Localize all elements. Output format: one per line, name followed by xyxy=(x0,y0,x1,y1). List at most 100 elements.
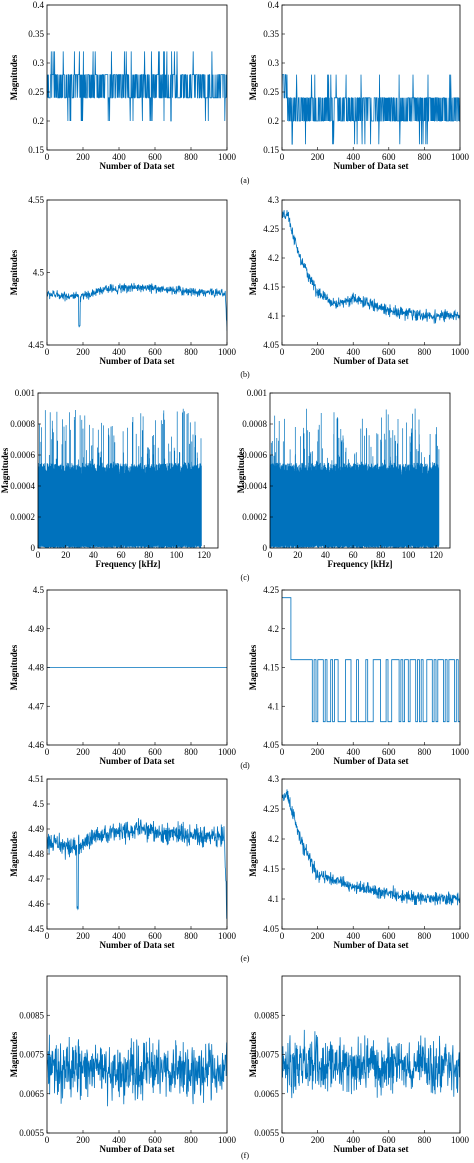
chart-f-left: 0 200 400 600 800 1000 0.0055 0.0065 0.0075 0.008… xyxy=(9,975,249,1160)
x-tick-label: 200 xyxy=(311,152,325,162)
series-line xyxy=(282,789,460,906)
x-tick-label: 400 xyxy=(112,1135,126,1145)
y-tick-label: 0.001 xyxy=(15,388,35,398)
y-tick-label: 0.0004 xyxy=(10,481,35,491)
x-tick-label: 80 xyxy=(376,550,386,560)
x-tick-label: 120 xyxy=(429,550,443,560)
x-tick-label: 1000 xyxy=(451,1135,470,1145)
y-axis-label: Magnitudes xyxy=(248,1031,258,1077)
chart-d-left: 0 200 400 600 800 1000 4.46 4.47 4.48 4.49 4.5 Numb… xyxy=(9,585,250,770)
axes-box xyxy=(37,392,219,549)
y-tick-label: 0.2 xyxy=(268,116,279,126)
x-tick-label: 400 xyxy=(112,152,126,162)
y-tick-label: 0.0065 xyxy=(254,1089,279,1099)
y-tick-label: 0.0008 xyxy=(10,419,35,429)
x-tick-label: 800 xyxy=(418,1135,432,1145)
x-tick-label: 800 xyxy=(418,931,432,941)
x-tick-label: 400 xyxy=(346,1135,360,1145)
y-axis-label: Magnitudes xyxy=(236,447,246,493)
x-tick-label: 800 xyxy=(184,347,198,357)
chart-f-right: 0 200 400 600 800 1000 0.0055 0.0065 0.0075 0.008… xyxy=(248,975,470,1154)
x-tick-label: 200 xyxy=(311,747,325,757)
y-tick-label: 0.0075 xyxy=(19,1050,44,1060)
x-tick-label: 100 xyxy=(170,550,184,560)
panel-label: (d) xyxy=(240,761,250,770)
x-tick-label: 0 xyxy=(36,550,41,560)
x-tick-label: 800 xyxy=(418,152,432,162)
series-line xyxy=(47,282,227,331)
x-tick-label: 60 xyxy=(349,550,359,560)
x-tick-label: 400 xyxy=(346,747,360,757)
series-line xyxy=(47,1034,227,1107)
axes-box xyxy=(281,4,461,151)
x-tick-label: 600 xyxy=(382,347,396,357)
y-tick-label: 0.15 xyxy=(263,145,279,155)
y-tick-label: 0.0085 xyxy=(254,1010,279,1020)
x-axis-label: Number of Data set xyxy=(333,161,408,171)
x-tick-label: 600 xyxy=(148,931,162,941)
y-tick-label: 4.3 xyxy=(268,774,280,784)
y-tick-label: 0.25 xyxy=(263,87,279,97)
x-axis-label: Number of Data set xyxy=(333,1144,408,1154)
chart-a-left: 0 200 400 600 800 1000 0.15 0.2 0.25 0.3 0.35 0.4 Nu… xyxy=(9,0,250,185)
panel-label: (a) xyxy=(241,176,250,185)
y-tick-label: 0.0075 xyxy=(254,1050,279,1060)
x-axis-label: Number of Data set xyxy=(99,756,174,766)
y-tick-label: 0 xyxy=(263,543,268,553)
x-tick-label: 0 xyxy=(280,152,285,162)
x-tick-label: 0 xyxy=(280,931,285,941)
x-tick-label: 1000 xyxy=(218,347,237,357)
x-tick-label: 200 xyxy=(311,347,325,357)
x-tick-label: 800 xyxy=(184,747,198,757)
x-tick-label: 0 xyxy=(268,550,273,560)
x-tick-label: 400 xyxy=(112,931,126,941)
y-tick-label: 0 xyxy=(31,543,36,553)
series-line xyxy=(282,597,460,723)
axes-box xyxy=(46,778,228,930)
axes-box xyxy=(46,199,228,346)
x-tick-label: 1000 xyxy=(218,152,237,162)
x-axis-label: Number of Data set xyxy=(99,161,174,171)
y-tick-label: 4.5 xyxy=(33,268,45,278)
x-tick-label: 0 xyxy=(280,347,285,357)
y-tick-label: 0.0004 xyxy=(242,481,267,491)
y-tick-label: 0.0055 xyxy=(19,1128,44,1138)
x-tick-label: 1000 xyxy=(451,152,470,162)
x-tick-label: 0 xyxy=(45,347,50,357)
x-tick-label: 0 xyxy=(45,152,50,162)
panel-label: (b) xyxy=(240,370,250,379)
y-tick-label: 4.05 xyxy=(263,740,279,750)
x-tick-label: 400 xyxy=(346,152,360,162)
x-tick-label: 1000 xyxy=(451,747,470,757)
x-tick-label: 600 xyxy=(382,931,396,941)
y-axis-label: Magnitudes xyxy=(9,1031,19,1077)
x-axis-label: Number of Data set xyxy=(333,940,408,950)
x-tick-label: 200 xyxy=(311,931,325,941)
series-line xyxy=(47,818,227,919)
y-tick-label: 0.15 xyxy=(28,145,44,155)
y-tick-label: 0.001 xyxy=(247,388,267,398)
series-line xyxy=(282,1029,460,1099)
y-tick-label: 4.05 xyxy=(263,340,279,350)
chart-a-right: 0 200 400 600 800 1000 0.15 0.2 0.25 0.3 0.35 0.4 Nu… xyxy=(248,0,470,171)
x-tick-label: 600 xyxy=(382,152,396,162)
x-tick-label: 100 xyxy=(402,550,416,560)
x-tick-label: 400 xyxy=(112,747,126,757)
y-tick-label: 0.4 xyxy=(268,0,280,10)
x-axis-label: Number of Data set xyxy=(99,1144,174,1154)
x-tick-label: 20 xyxy=(293,550,303,560)
y-tick-label: 4.2 xyxy=(268,624,279,634)
x-tick-label: 600 xyxy=(148,347,162,357)
x-tick-label: 1000 xyxy=(451,931,470,941)
y-tick-label: 4.25 xyxy=(263,585,279,595)
x-tick-label: 0 xyxy=(280,747,285,757)
y-axis-label: Magnitudes xyxy=(9,831,19,877)
x-tick-label: 200 xyxy=(76,347,90,357)
y-axis-label: Magnitudes xyxy=(0,447,10,493)
x-tick-label: 200 xyxy=(76,152,90,162)
y-tick-label: 0.0002 xyxy=(242,512,267,522)
axes-box xyxy=(46,4,228,151)
y-axis-label: Magnitudes xyxy=(248,54,258,100)
x-tick-label: 1000 xyxy=(218,747,237,757)
x-tick-label: 800 xyxy=(418,347,432,357)
